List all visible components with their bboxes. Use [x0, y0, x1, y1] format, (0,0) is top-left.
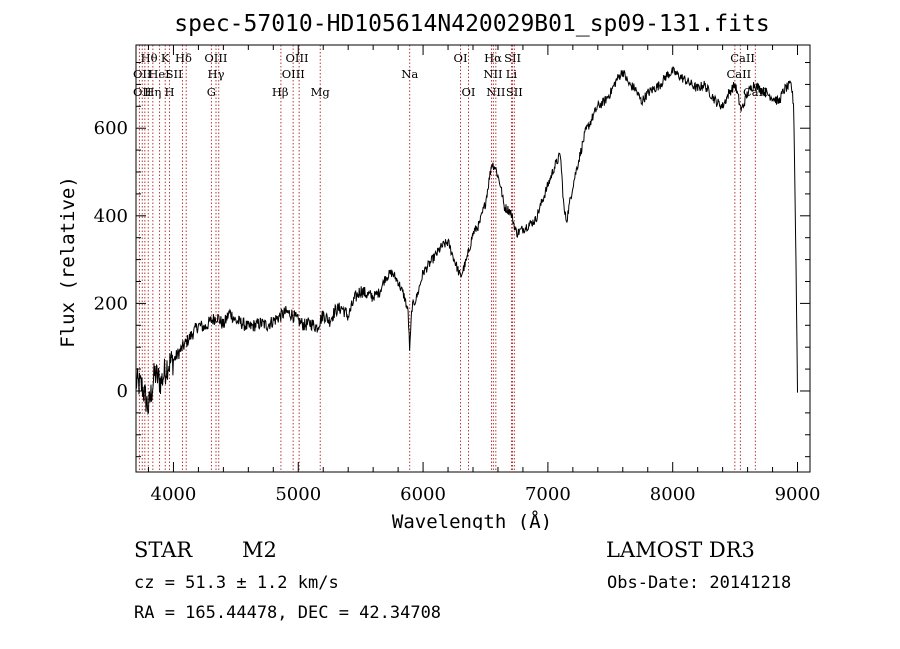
chart-title: spec-57010-HD105614N420029B01_sp09-131.f…	[174, 11, 769, 37]
line-label-13: OIII	[282, 67, 305, 81]
line-label-7: SII	[504, 51, 521, 65]
line-label-21: G	[207, 85, 216, 99]
line-label-8: CaII	[730, 51, 755, 65]
spectrum-chart: spec-57010-HD105614N420029B01_sp09-131.f…	[57, 11, 821, 530]
line-label-26: SII	[506, 85, 523, 99]
line-label-27: CaII	[743, 85, 768, 99]
line-label-6: Hα	[484, 51, 502, 65]
line-label-3: OIII	[204, 51, 227, 65]
line-label-4: OIII	[285, 51, 308, 65]
line-label-0: Hθ	[141, 51, 158, 65]
line-label-9: OII	[133, 67, 152, 81]
line-label-23: Mg	[311, 85, 331, 99]
line-label-15: NII	[483, 67, 502, 81]
line-label-5: OI	[454, 51, 468, 65]
line-label-11: SII	[166, 67, 183, 81]
line-label-24: OI	[462, 85, 476, 99]
line-label-2: Hδ	[175, 51, 192, 65]
y-tick-label-200: 200	[94, 293, 128, 314]
line-label-19: Hη	[144, 85, 161, 99]
x-tick-label-5000: 5000	[275, 484, 321, 505]
x-tick-label-8000: 8000	[650, 484, 696, 505]
y-tick-label-400: 400	[94, 206, 128, 227]
line-label-18: OII	[133, 85, 152, 99]
plot-frame	[135, 44, 811, 473]
x-tick-label-9000: 9000	[775, 484, 821, 505]
spectrum-line	[135, 65, 798, 416]
x-tick-label-4000: 4000	[151, 484, 197, 505]
sky-coordinates: RA = 165.44478, DEC = 42.34708	[134, 603, 442, 623]
survey-name: LAMOST DR3	[606, 538, 755, 562]
x-axis-label: Wavelength (Å)	[392, 510, 552, 530]
spectral-subclass: M2	[242, 538, 277, 562]
line-label-25: NII	[486, 85, 505, 99]
redshift-velocity: cz = 51.3 ± 1.2 km/s	[134, 573, 339, 593]
object-class: STAR	[134, 538, 193, 562]
line-label-17: CaII	[726, 67, 751, 81]
line-label-22: Hβ	[272, 85, 289, 99]
line-label-14: Na	[401, 67, 418, 81]
line-label-1: K	[161, 51, 170, 65]
line-label-20: H	[165, 85, 175, 99]
observation-date: Obs-Date: 20141218	[607, 573, 792, 593]
line-label-12: Hγ	[208, 67, 225, 81]
x-tick-label-7000: 7000	[525, 484, 571, 505]
line-label-16: Li	[506, 67, 518, 81]
y-tick-label-0: 0	[117, 381, 128, 402]
x-tick-label-6000: 6000	[400, 484, 446, 505]
y-tick-label-600: 600	[94, 118, 128, 139]
line-label-10: HeI	[148, 67, 169, 81]
y-axis-label: Flux (relative)	[57, 176, 79, 348]
